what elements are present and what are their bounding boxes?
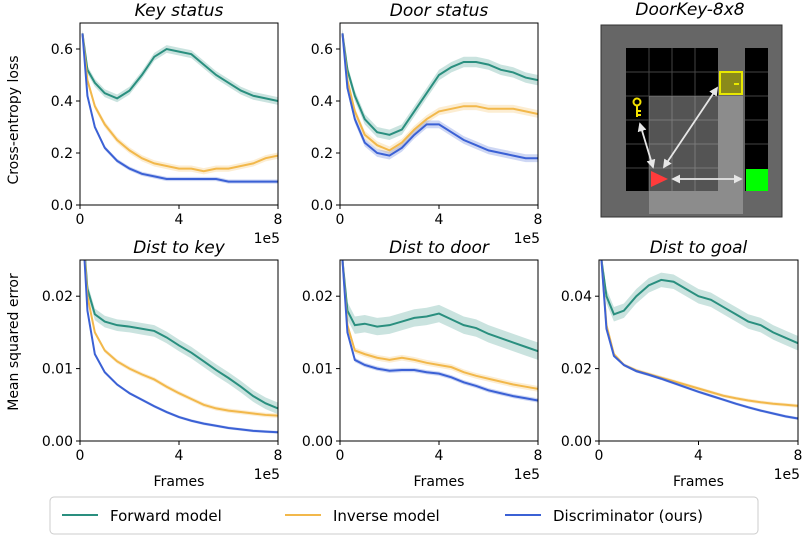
x-tick-label: 4 xyxy=(175,448,184,464)
x-tick-label: 8 xyxy=(794,448,803,464)
doorkey-title: DoorKey-8x8 xyxy=(635,0,744,20)
series-line-discriminator-ours xyxy=(81,33,278,183)
x-tick-label: 0 xyxy=(336,448,345,464)
x-multiplier: 1e5 xyxy=(514,467,540,483)
x-tick-label: 4 xyxy=(175,212,184,228)
y-tick-label: 0.6 xyxy=(51,42,73,58)
series-line-forward-model xyxy=(84,260,278,410)
band-forward-model xyxy=(342,260,538,360)
x-multiplier: 1e5 xyxy=(514,231,540,247)
distance-arrows xyxy=(637,86,743,184)
band-discriminator-ours xyxy=(601,260,798,421)
legend-label-discriminator: Discriminator (ours) xyxy=(553,507,703,525)
x-tick-label: 0 xyxy=(76,448,85,464)
x-multiplier: 1e5 xyxy=(254,467,280,483)
x-tick-label: 4 xyxy=(694,448,703,464)
y-tick-label: 0.4 xyxy=(51,94,73,110)
series-line-forward-model xyxy=(341,33,538,136)
x-tick-label: 4 xyxy=(435,212,444,228)
chart-title: Dist to goal xyxy=(650,238,748,258)
y-tick-label: 0.6 xyxy=(311,42,333,58)
legend: Forward model Inverse model Discriminato… xyxy=(49,496,759,535)
band-forward-model xyxy=(601,260,798,351)
x-tick-label: 8 xyxy=(274,448,283,464)
legend-label-forward: Forward model xyxy=(110,507,222,525)
x-tick-label: 0 xyxy=(336,212,345,228)
x-tick-label: 4 xyxy=(435,448,444,464)
doorkey-panel: DoorKey-8x8 xyxy=(600,0,783,218)
x-multiplier: 1e5 xyxy=(254,231,280,247)
band-forward-model xyxy=(82,29,278,105)
series-line-inverse-model xyxy=(81,33,278,173)
chart-dist-to-key: Dist to key 0 4 8 0.00 0.01 0.02 1e5 Frames xyxy=(42,238,283,490)
chart-key-status: Key status 0 4 8 0.0 0.2 0.4 0.6 1e5 xyxy=(51,1,283,247)
x-multiplier: 1e5 xyxy=(774,467,800,483)
x-tick-label: 0 xyxy=(595,448,604,464)
band-forward-model xyxy=(84,260,278,415)
x-axis-label: Frames xyxy=(673,474,724,490)
door xyxy=(719,71,743,95)
series-line-inverse-model xyxy=(83,260,278,417)
series-line-discriminator-ours xyxy=(341,260,538,402)
y-tick-label: 0.00 xyxy=(42,434,73,450)
y-tick-label: 0.01 xyxy=(42,362,73,378)
agent-view-region xyxy=(649,96,743,214)
y-tick-label: 0.02 xyxy=(42,289,73,305)
x-axis-label: Frames xyxy=(154,474,205,490)
key-icon xyxy=(632,97,642,117)
series-line-inverse-model xyxy=(341,260,538,390)
x-tick-label: 0 xyxy=(76,212,85,228)
series-line-inverse-model xyxy=(341,33,538,152)
axes-frame xyxy=(598,259,799,442)
band-inverse-model xyxy=(342,29,538,155)
x-tick-label: 8 xyxy=(274,212,283,228)
row-label-bottom: Mean squared error xyxy=(6,273,22,411)
series-line-discriminator-ours xyxy=(341,33,538,160)
y-tick-label: 0.00 xyxy=(302,434,333,450)
axes-frame xyxy=(339,259,539,442)
y-tick-label: 0.0 xyxy=(311,198,333,214)
chart-dist-to-door: Dist to door 0 4 8 0.00 0.01 0.02 1e5 Frames xyxy=(302,238,543,490)
goal-square xyxy=(746,169,768,191)
x-axis-label: Frames xyxy=(414,474,465,490)
legend-label-inverse: Inverse model xyxy=(333,507,440,525)
chart-title: Dist to door xyxy=(389,238,490,258)
y-tick-label: 0.0 xyxy=(51,198,73,214)
y-tick-label: 0.2 xyxy=(311,146,333,162)
series-line-discriminator-ours xyxy=(600,260,798,420)
row-label-top: Cross-entropy loss xyxy=(6,55,22,184)
y-tick-label: 0.01 xyxy=(302,362,333,378)
y-tick-label: 0.02 xyxy=(561,362,592,378)
chart-title: Door status xyxy=(390,1,489,21)
y-tick-label: 0.04 xyxy=(561,289,592,305)
series-line-discriminator-ours xyxy=(83,260,278,434)
series-line-forward-model xyxy=(81,33,278,102)
chart-dist-to-goal: Dist to goal 0 4 8 0.00 0.02 0.04 1e5 Frames xyxy=(561,238,803,490)
legend-box xyxy=(49,496,759,535)
y-tick-label: 0.4 xyxy=(311,94,333,110)
y-tick-label: 0.00 xyxy=(561,434,592,450)
agent-triangle xyxy=(651,171,668,187)
y-tick-label: 0.02 xyxy=(302,289,333,305)
x-tick-label: 8 xyxy=(534,448,543,464)
chart-title: Dist to key xyxy=(133,238,226,258)
series-line-forward-model xyxy=(341,260,538,353)
y-tick-label: 0.2 xyxy=(51,146,73,162)
chart-door-status: Door status 0 4 8 0.0 0.2 0.4 0.6 1e5 xyxy=(311,1,543,247)
series-line-forward-model xyxy=(600,260,798,345)
x-tick-label: 8 xyxy=(534,212,543,228)
chart-title: Key status xyxy=(135,1,224,21)
band-inverse-model xyxy=(82,30,278,175)
